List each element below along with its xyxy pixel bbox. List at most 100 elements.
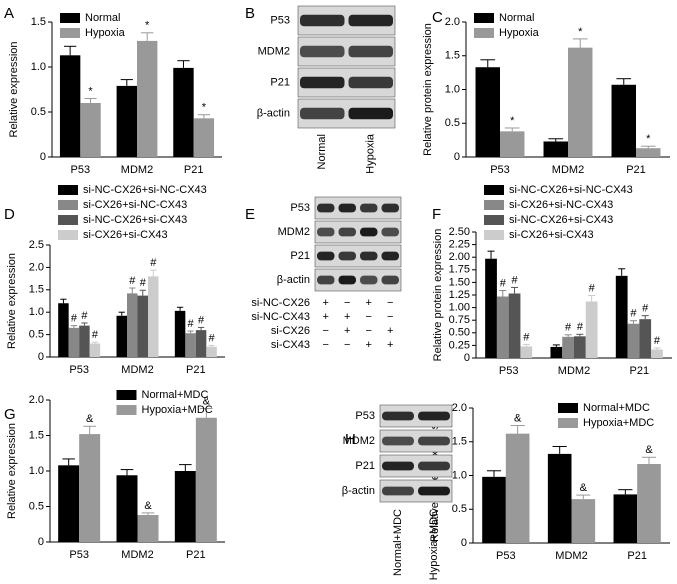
bar [485, 258, 497, 358]
bar [562, 336, 574, 358]
blot-band [338, 275, 356, 285]
legend-swatch [58, 185, 78, 195]
bar [574, 336, 586, 358]
legend-label: si-NC-CX26+si-NC-CX43 [509, 184, 633, 196]
annotation: * [88, 85, 93, 97]
legend-label: si-CX26+si-CX43 [83, 229, 168, 241]
legend-swatch [484, 230, 504, 240]
blot-row [314, 244, 402, 268]
annotation: # [81, 310, 88, 322]
condition-label: si-CX43 [271, 339, 310, 351]
blot-band [381, 251, 399, 261]
bar [547, 453, 572, 543]
x-tick-label: MDM2 [552, 164, 584, 176]
y-tick-label: 1.0 [445, 83, 460, 95]
annotation: # [565, 322, 572, 334]
y-tick-label: 1.0 [29, 306, 44, 318]
legend-label: si-CX26+si-NC-CX43 [509, 199, 613, 211]
condition-sign: + [366, 339, 372, 351]
condition-label: si-CX26 [271, 325, 310, 337]
blot-band [381, 203, 399, 213]
blot-band [418, 461, 450, 471]
panel-label: E [245, 206, 255, 223]
x-tick-label: P21 [630, 365, 650, 377]
x-tick-label: MDM2 [121, 549, 153, 561]
annotation: & [86, 413, 94, 425]
blot-band [382, 436, 414, 446]
legend-swatch [116, 390, 137, 400]
y-tick-label: 0.50 [449, 327, 470, 339]
panel-label: A [4, 5, 14, 22]
blot-row-label: P53 [290, 202, 310, 214]
y-tick-label: 0.25 [449, 339, 470, 351]
blot-column-label: Normal+MDC [392, 509, 404, 576]
legend-label: si-NC-CX26+si-NC-CX43 [83, 184, 207, 196]
annotation: * [202, 102, 207, 114]
condition-sign: − [323, 339, 329, 351]
bar [195, 417, 217, 542]
bar [636, 148, 661, 157]
condition-sign: − [366, 325, 372, 337]
y-tick-label: 1.0 [29, 465, 44, 477]
blot-column-label: Hypoxia [365, 133, 377, 174]
blot-column-label: Normal [316, 134, 328, 169]
annotation: * [145, 20, 150, 32]
y-tick-label: 0.5 [31, 106, 46, 118]
blot-band [418, 436, 450, 446]
bar [639, 319, 652, 358]
bar [637, 464, 661, 543]
blot-row-label: P21 [355, 460, 375, 472]
annotation: # [630, 308, 637, 320]
legend-label: Hypoxia+MDC [583, 417, 654, 429]
bar [127, 293, 138, 357]
condition-label: si-NC-CX43 [251, 311, 310, 323]
annotation: # [129, 275, 136, 287]
bar [550, 346, 563, 358]
y-tick-label: 1.5 [452, 436, 467, 448]
legend-swatch [484, 215, 504, 225]
bar [508, 293, 521, 358]
blot-row-label: P53 [270, 14, 290, 26]
blot-band [418, 411, 450, 421]
blot-row-label: P21 [290, 250, 310, 262]
x-tick-label: MDM2 [558, 365, 590, 377]
condition-sign: − [344, 297, 350, 309]
blot-band [317, 227, 335, 237]
y-tick-label: 0.5 [29, 500, 44, 512]
y-tick-label: 1.0 [452, 469, 467, 481]
annotation: # [150, 257, 157, 269]
bar [116, 315, 127, 357]
x-tick-label: P53 [490, 164, 510, 176]
blot-band [348, 14, 393, 27]
legend-swatch [58, 215, 78, 225]
annotation: & [514, 412, 522, 424]
blot-band [317, 203, 335, 213]
legend-label: Normal+MDC [583, 402, 650, 414]
x-tick-label: P53 [71, 164, 91, 176]
y-tick-label: 1.5 [29, 284, 44, 296]
blot-row [314, 268, 402, 292]
y-tick-label: 1.75 [449, 264, 470, 276]
blot-row [379, 404, 453, 428]
y-tick-label: 1.0 [31, 61, 46, 73]
blot-band [338, 227, 356, 237]
y-tick-label: 0 [38, 351, 44, 363]
legend-swatch [60, 13, 80, 23]
blot-row-label: MDM2 [278, 226, 310, 238]
bar [116, 85, 137, 157]
blot-band [381, 275, 399, 285]
legend-label: Hypoxia [499, 27, 540, 39]
annotation: & [580, 482, 588, 494]
blot-row-label: β-actin [257, 107, 290, 119]
y-tick-label: 0 [461, 537, 467, 549]
y-tick-label: 1.5 [29, 429, 44, 441]
bar [137, 295, 148, 357]
legend-label: si-NC-CX26+si-CX43 [509, 214, 613, 226]
bar [58, 303, 69, 357]
blot-band [381, 227, 399, 237]
legend-label: Hypoxia [85, 27, 126, 39]
x-tick-label: P21 [626, 164, 646, 176]
y-tick-label: 1.5 [31, 16, 46, 28]
blot-row [314, 196, 402, 220]
x-tick-label: P21 [627, 550, 647, 562]
